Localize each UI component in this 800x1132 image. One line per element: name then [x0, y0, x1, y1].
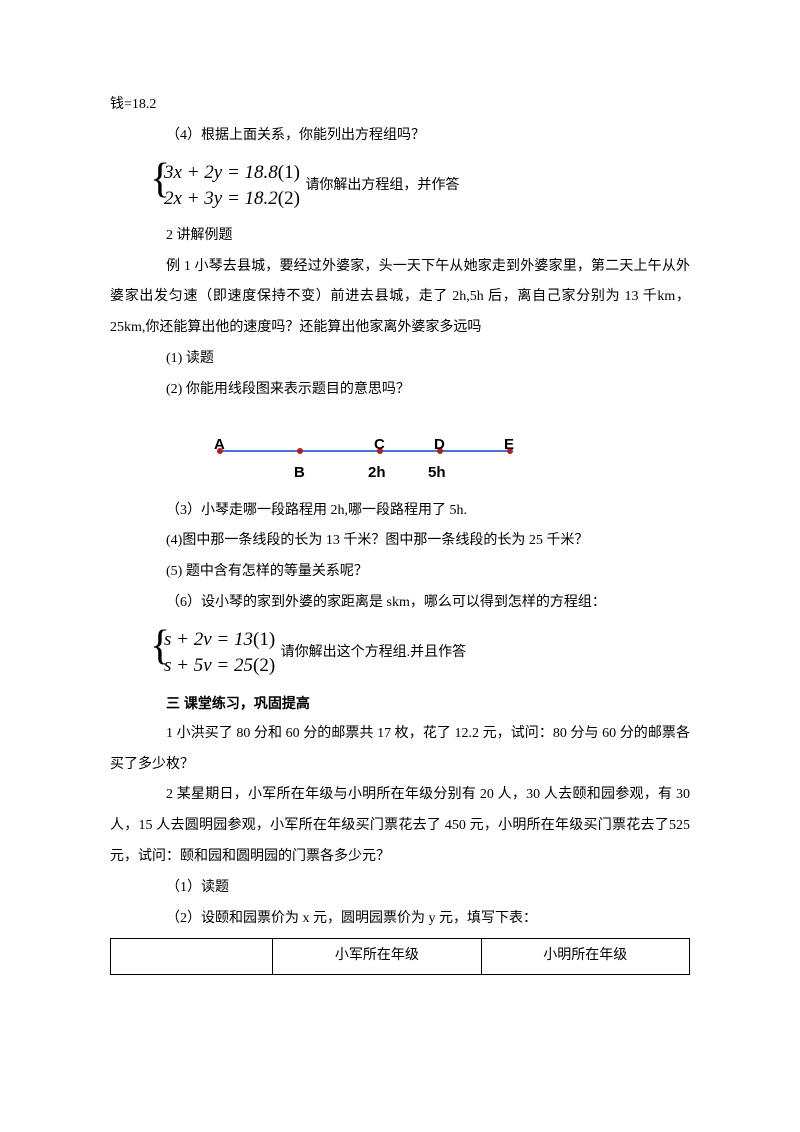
brace-icon: {: [150, 158, 170, 215]
eq1-line1: 3x + 2y = 18.8(1): [164, 160, 300, 187]
step-1: (1) 读题: [110, 344, 690, 375]
segment-diagram: A B C D E 2h 5h: [190, 416, 550, 486]
sub-2: （2）设颐和园票价为 x 元，圆明园票价为 y 元，填写下表：: [110, 904, 690, 935]
equation-row-2: { s + 2v = 13(1) s + 5v = 25(2) 请你解出这个方程…: [110, 619, 690, 688]
eq2-line2: s + 5v = 25(2): [164, 653, 275, 680]
eq1-line2: 2x + 3y = 18.2(2): [164, 186, 300, 213]
label-5h: 5h: [428, 456, 446, 489]
eq1-note: 请你解出方程组，并作答: [305, 171, 459, 202]
question-6: （6）设小琴的家到外婆的家距离是 skm，哪么可以得到怎样的方程组：: [110, 588, 690, 619]
eq2-note: 请你解出这个方程组.并且作答: [281, 638, 467, 669]
table-cell-blank: [111, 939, 273, 975]
point-A: A: [214, 428, 225, 461]
heading-examples: 2 讲解例题: [110, 221, 690, 252]
label-2h: 2h: [368, 456, 386, 489]
point-B: B: [294, 456, 305, 489]
question-4: （4）根据上面关系，你能列出方程组吗？: [110, 121, 690, 152]
eq2-line1: s + 2v = 13(1): [164, 627, 275, 654]
brace-icon: {: [150, 625, 170, 682]
equation-system-2: { s + 2v = 13(1) s + 5v = 25(2): [150, 627, 275, 680]
table-row: 小军所在年级 小明所在年级: [111, 939, 690, 975]
practice-1: 1 小洪买了 80 分和 60 分的邮票共 17 枚，花了 12.2 元，试问：…: [110, 719, 690, 781]
question-5: (5) 题中含有怎样的等量关系呢？: [110, 557, 690, 588]
equation-system-1: { 3x + 2y = 18.8(1) 2x + 3y = 18.2(2): [150, 160, 300, 213]
point-E: E: [504, 428, 514, 461]
practice-2: 2 某星期日，小军所在年级与小明所在年级分别有 20 人，30 人去颐和园参观，…: [110, 780, 690, 872]
table-cell-ming: 小明所在年级: [481, 939, 689, 975]
document-page: 钱=18.2 （4）根据上面关系，你能列出方程组吗？ { 3x + 2y = 1…: [0, 0, 800, 1132]
step-2: (2) 你能用线段图来表示题目的意思吗？: [110, 375, 690, 406]
question-3: （3）小琴走哪一段路程用 2h,哪一段路程用了 5h.: [110, 496, 690, 527]
blank-table: 小军所在年级 小明所在年级: [110, 938, 690, 975]
sub-1: （1）读题: [110, 873, 690, 904]
top-fragment: 钱=18.2: [110, 90, 690, 121]
equation-row-1: { 3x + 2y = 18.8(1) 2x + 3y = 18.2(2) 请你…: [110, 152, 690, 221]
table-cell-junior: 小军所在年级: [273, 939, 481, 975]
question-4b: (4)图中那一条线段的长为 13 千米？图中那一条线段的长为 25 千米？: [110, 526, 690, 557]
example-1-text: 例 1 小琴去县城，要经过外婆家，头一天下午从她家走到外婆家里，第二天上午从外婆…: [110, 252, 690, 344]
heading-practice: 三 课堂练习，巩固提高: [110, 688, 690, 719]
